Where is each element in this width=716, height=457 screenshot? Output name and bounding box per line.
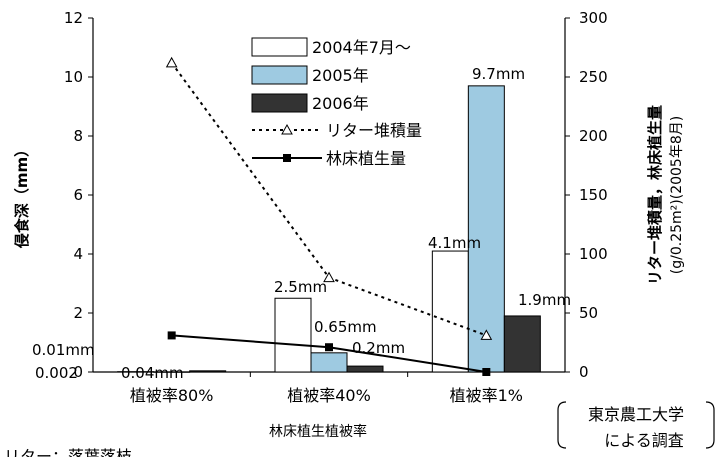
series-lines [165, 56, 493, 376]
left-y-ticks: 0 2 4 6 8 10 12 [64, 9, 93, 381]
bars [117, 85, 541, 373]
notes: リター：落葉落枝 東京農工大学 による調査 [4, 401, 715, 457]
y-tick-label: 4 [73, 245, 83, 263]
y-tick-label: 10 [64, 68, 83, 86]
x-category-label: 植被率80% [130, 386, 214, 405]
y-tick-label: 8 [73, 127, 83, 145]
data-label-3-1: 0.04mm [121, 364, 184, 382]
legend-marker-vegetation [283, 154, 291, 162]
y2-tick-label: 0 [579, 363, 589, 381]
x-axis-title: 林床植生植被率 [269, 423, 367, 440]
y-tick-label: 2 [73, 304, 83, 322]
data-label-3-2: 0.2mm [352, 339, 405, 357]
line-1-marker-1 [165, 56, 178, 68]
source-line-1: 東京農工大学 [588, 405, 684, 424]
y2-tick-label: 100 [579, 245, 608, 263]
source-bracket-left [557, 401, 567, 449]
y2-tick-label: 300 [579, 9, 608, 27]
bar-3-2 [346, 365, 384, 373]
y2-tick-label: 50 [579, 304, 598, 322]
legend-label-2005: 2005年 [312, 66, 369, 85]
bar-1-2 [274, 297, 312, 373]
y-tick-label: 12 [64, 9, 83, 27]
source-bracket-right [705, 401, 715, 449]
legend-marker-litter [281, 123, 293, 135]
line-2-marker-1 [167, 331, 176, 340]
data-label-1-2: 2.5mm [274, 278, 327, 296]
legend: 2004年7月～ 2005年 2006年 リター堆積量 林床植生量 [251, 37, 422, 168]
y2-axis-title-line2: (g/0.25m²)(2005年8月) [669, 116, 685, 274]
legend-label-2004: 2004年7月～ [312, 38, 411, 57]
line-1-marker-2 [323, 271, 335, 283]
line-1-marker-3 [480, 329, 493, 340]
source-line-2: による調査 [604, 431, 684, 450]
y2-tick-label: 200 [579, 127, 608, 145]
bar-2-3 [467, 85, 505, 373]
data-labels: 0.01mm 2.5mm 4.1mm 0.002 0.65mm 9.7mm 0.04mm 0.… [32, 65, 571, 382]
y-tick-label: 0 [73, 363, 83, 381]
bar-3-3 [503, 315, 541, 373]
x-category-label: 植被率1% [450, 386, 523, 405]
note-litter-definition: リター：落葉落枝 [4, 447, 132, 457]
legend-swatch-2004 [251, 37, 308, 57]
data-label-3-3: 1.9mm [518, 291, 571, 309]
line-2-marker-2 [325, 343, 333, 352]
y2-tick-label: 250 [579, 68, 608, 86]
bar-2-2 [310, 352, 348, 373]
category-labels: 植被率80% 植被率40% 植被率1% [130, 372, 523, 405]
legend-label-litter: リター堆積量 [326, 121, 422, 140]
legend-label-2006: 2006年 [312, 94, 369, 113]
legend-label-vegetation: 林床植生量 [326, 149, 406, 168]
line-2-marker-3 [482, 368, 491, 376]
data-label-1-1: 0.01mm [32, 341, 95, 359]
right-y-ticks: 0 50 100 150 200 250 300 [565, 9, 608, 381]
x-category-label: 植被率40% [287, 386, 371, 405]
data-label-2-2: 0.65mm [314, 318, 377, 336]
y2-tick-label: 150 [579, 186, 608, 204]
data-label-2-1: 0.002 [35, 364, 78, 382]
y-tick-label: 6 [73, 186, 83, 204]
y-axis-title: 侵食深（mm） [13, 142, 31, 249]
data-label-1-3: 4.1mm [428, 234, 481, 252]
data-label-2-3: 9.7mm [472, 65, 525, 83]
legend-swatch-2005 [251, 65, 308, 85]
legend-swatch-2006 [251, 93, 308, 113]
bar-3-1 [189, 370, 227, 373]
bar-1-3 [431, 250, 469, 373]
y2-axis-title-line1: リター堆積量，林床植生量 [646, 105, 664, 285]
